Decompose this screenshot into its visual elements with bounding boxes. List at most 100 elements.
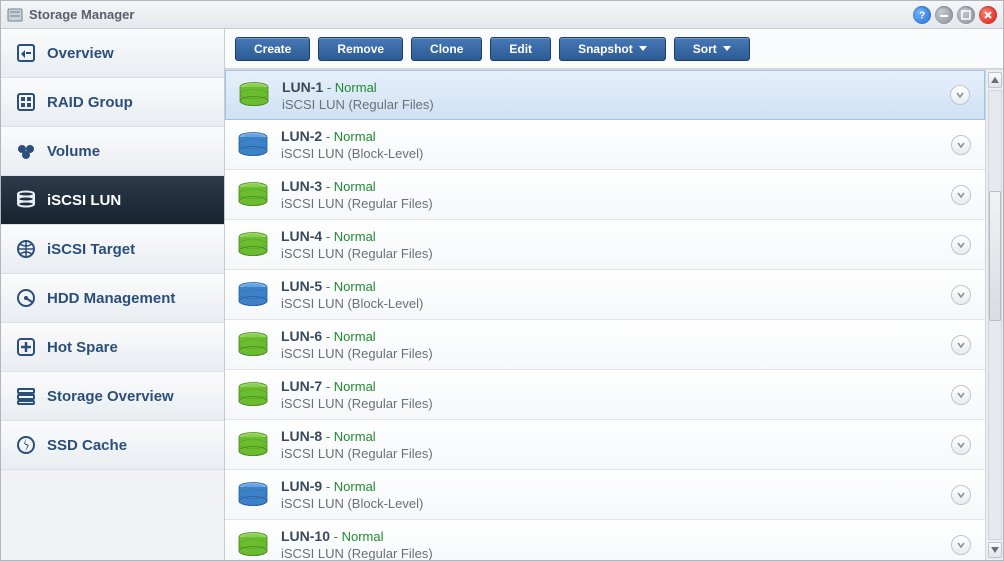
- sidebar-item-storage-overview[interactable]: Storage Overview: [1, 372, 224, 421]
- sidebar-item-hdd-management[interactable]: HDD Management: [1, 274, 224, 323]
- edit-button[interactable]: Edit: [490, 37, 551, 61]
- separator: -: [322, 229, 334, 244]
- lun-type: iSCSI LUN (Regular Files): [281, 346, 951, 361]
- sidebar-item-ssd-cache[interactable]: SSD Cache: [1, 421, 224, 470]
- clone-button[interactable]: Clone: [411, 37, 482, 61]
- titlebar: Storage Manager ?: [1, 1, 1003, 29]
- lun-row[interactable]: LUN-6 - NormaliSCSI LUN (Regular Files): [225, 320, 985, 370]
- lun-type: iSCSI LUN (Regular Files): [281, 246, 951, 261]
- sidebar-item-hot-spare[interactable]: Hot Spare: [1, 323, 224, 372]
- lun-status: Normal: [334, 379, 376, 394]
- expand-button[interactable]: [951, 235, 971, 255]
- lun-text: LUN-7 - NormaliSCSI LUN (Regular Files): [281, 378, 951, 411]
- lun-status: Normal: [334, 129, 376, 144]
- svg-text:?: ?: [919, 10, 925, 21]
- button-label: Edit: [509, 42, 532, 56]
- caret-down-icon: [723, 46, 731, 51]
- lun-status: Normal: [335, 80, 377, 95]
- lun-text: LUN-6 - NormaliSCSI LUN (Regular Files): [281, 328, 951, 361]
- separator: -: [322, 429, 334, 444]
- expand-button[interactable]: [951, 185, 971, 205]
- expand-button[interactable]: [951, 135, 971, 155]
- sidebar-item-label: Overview: [47, 45, 114, 62]
- disk-cylinder-icon: [235, 331, 271, 359]
- scroll-down-button[interactable]: [988, 542, 1002, 558]
- lun-list: LUN-1 - NormaliSCSI LUN (Regular Files) …: [225, 70, 985, 560]
- disk-cylinder-icon: [235, 381, 271, 409]
- lun-row[interactable]: LUN-10 - NormaliSCSI LUN (Regular Files): [225, 520, 985, 560]
- lun-row[interactable]: LUN-7 - NormaliSCSI LUN (Regular Files): [225, 370, 985, 420]
- sidebar-item-iscsi-target[interactable]: iSCSI Target: [1, 225, 224, 274]
- scroll-track[interactable]: [988, 90, 1002, 540]
- lun-status: Normal: [334, 479, 376, 494]
- sidebar-item-overview[interactable]: Overview: [1, 29, 224, 78]
- lun-text: LUN-10 - NormaliSCSI LUN (Regular Files): [281, 528, 951, 560]
- maximize-button[interactable]: [957, 6, 975, 24]
- expand-button[interactable]: [951, 535, 971, 555]
- lun-text: LUN-1 - NormaliSCSI LUN (Regular Files): [282, 79, 950, 112]
- lun-text: LUN-2 - NormaliSCSI LUN (Block-Level): [281, 128, 951, 161]
- lun-text: LUN-8 - NormaliSCSI LUN (Regular Files): [281, 428, 951, 461]
- lun-status: Normal: [334, 179, 376, 194]
- button-label: Clone: [430, 42, 463, 56]
- lun-type: iSCSI LUN (Regular Files): [282, 97, 950, 112]
- lun-row[interactable]: LUN-2 - NormaliSCSI LUN (Block-Level): [225, 120, 985, 170]
- lun-name: LUN-9: [281, 478, 322, 494]
- close-button[interactable]: [979, 6, 997, 24]
- lun-row[interactable]: LUN-5 - NormaliSCSI LUN (Block-Level): [225, 270, 985, 320]
- create-button[interactable]: Create: [235, 37, 310, 61]
- snapshot-button[interactable]: Snapshot: [559, 37, 666, 61]
- disk-cylinder-icon: [235, 131, 271, 159]
- cache-icon: [15, 434, 37, 456]
- scroll-up-button[interactable]: [988, 72, 1002, 88]
- app-icon: [7, 7, 23, 23]
- sidebar-item-label: iSCSI Target: [47, 241, 135, 258]
- expand-button[interactable]: [950, 85, 970, 105]
- lun-row[interactable]: LUN-9 - NormaliSCSI LUN (Block-Level): [225, 470, 985, 520]
- remove-button[interactable]: Remove: [318, 37, 403, 61]
- sidebar-item-iscsi-lun[interactable]: iSCSI LUN: [1, 176, 224, 225]
- disk-cylinder-icon: [235, 481, 271, 509]
- lun-row[interactable]: LUN-3 - NormaliSCSI LUN (Regular Files): [225, 170, 985, 220]
- lun-name: LUN-4: [281, 228, 322, 244]
- disk-cylinder-icon: [235, 181, 271, 209]
- lun-name: LUN-2: [281, 128, 322, 144]
- spare-icon: [15, 336, 37, 358]
- caret-down-icon: [639, 46, 647, 51]
- sidebar: Overview RAID GroupVolume iSCSI LUN iSCSI T…: [1, 29, 225, 560]
- expand-button[interactable]: [951, 435, 971, 455]
- lun-row[interactable]: LUN-8 - NormaliSCSI LUN (Regular Files): [225, 420, 985, 470]
- sidebar-item-label: HDD Management: [47, 290, 175, 307]
- disk-cylinder-icon: [235, 531, 271, 559]
- lun-name: LUN-1: [282, 79, 323, 95]
- expand-button[interactable]: [951, 385, 971, 405]
- separator: -: [322, 279, 334, 294]
- expand-button[interactable]: [951, 285, 971, 305]
- button-label: Snapshot: [578, 42, 633, 56]
- disk-cylinder-icon: [235, 231, 271, 259]
- expand-button[interactable]: [951, 335, 971, 355]
- sidebar-item-label: iSCSI LUN: [47, 192, 121, 209]
- sidebar-item-raid-group[interactable]: RAID Group: [1, 78, 224, 127]
- lun-row[interactable]: LUN-1 - NormaliSCSI LUN (Regular Files): [225, 70, 985, 120]
- scroll-thumb[interactable]: [989, 191, 1001, 321]
- sort-button[interactable]: Sort: [674, 37, 750, 61]
- lun-status: Normal: [334, 229, 376, 244]
- lun-type: iSCSI LUN (Regular Files): [281, 546, 951, 560]
- lun-row[interactable]: LUN-4 - Normal iSCSI LUN (Regular Files): [225, 220, 985, 270]
- help-button[interactable]: ?: [913, 6, 931, 24]
- scrollbar[interactable]: [985, 70, 1003, 560]
- disks-icon: [15, 189, 37, 211]
- lun-type: iSCSI LUN (Block-Level): [281, 146, 951, 161]
- button-label: Remove: [337, 42, 384, 56]
- sidebar-item-volume[interactable]: Volume: [1, 127, 224, 176]
- disk-cylinder-icon: [235, 281, 271, 309]
- main-panel: CreateRemoveCloneEditSnapshotSort LUN-1 …: [225, 29, 1003, 560]
- lun-status: Normal: [334, 429, 376, 444]
- expand-button[interactable]: [951, 485, 971, 505]
- lun-type: iSCSI LUN (Regular Files): [281, 396, 951, 411]
- lun-name: LUN-8: [281, 428, 322, 444]
- separator: -: [330, 529, 342, 544]
- minimize-button[interactable]: [935, 6, 953, 24]
- globe-icon: [15, 238, 37, 260]
